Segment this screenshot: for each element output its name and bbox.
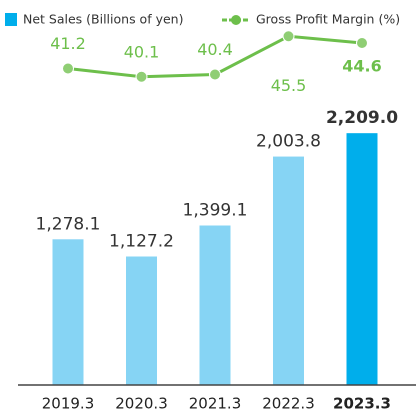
bar <box>52 239 84 385</box>
bar <box>199 225 231 385</box>
legend-swatch <box>5 13 17 26</box>
legend-label: Gross Profit Margin (%) <box>256 12 400 27</box>
margin-marker <box>209 68 221 81</box>
legend-marker <box>231 15 241 25</box>
bar <box>273 156 304 385</box>
margin-value-label: 41.2 <box>50 34 86 53</box>
bar-value-label: 1,278.1 <box>36 214 101 234</box>
legend-label: Net Sales (Billions of yen) <box>23 12 183 27</box>
bar <box>346 133 378 385</box>
margin-value-label: 40.4 <box>197 40 233 59</box>
margin-value-label: 40.1 <box>124 42 160 61</box>
margin-marker <box>282 30 295 43</box>
bar-value-label: 2,209.0 <box>326 108 398 128</box>
bar-value-label: 1,399.1 <box>183 201 248 221</box>
margin-marker <box>62 62 74 75</box>
x-tick-label: 2021.3 <box>189 395 242 413</box>
margin-value-label: 44.6 <box>342 57 381 76</box>
margin-value-label: 45.5 <box>271 76 307 95</box>
bar-value-label: 2,003.8 <box>256 132 321 152</box>
x-tick-label: 2020.3 <box>115 395 168 413</box>
bar-value-label: 1,127.2 <box>109 231 174 251</box>
margin-marker <box>356 37 368 49</box>
x-tick-label: 2022.3 <box>262 395 315 413</box>
bar <box>126 256 157 385</box>
margin-marker <box>135 70 148 83</box>
x-tick-label: 2019.3 <box>42 395 95 413</box>
x-tick-label: 2023.3 <box>333 395 391 413</box>
